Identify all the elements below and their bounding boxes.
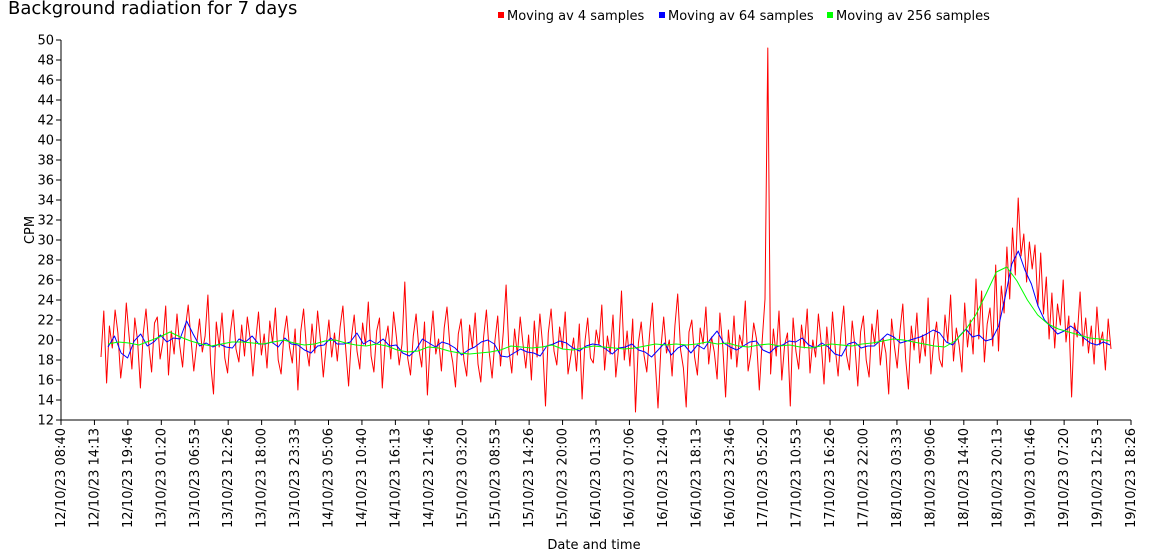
y-tick-label: 44 [37, 94, 54, 109]
y-tick-label: 32 [37, 214, 54, 229]
x-tick-label: 17/10/23 10:53 [790, 428, 805, 528]
series-ma64-line [107, 250, 1111, 359]
y-tick-label: 38 [37, 154, 54, 169]
x-tick-label: 15/10/23 14:26 [522, 428, 537, 528]
x-tick-label: 17/10/23 05:20 [756, 428, 771, 528]
x-tick-label: 17/10/23 22:00 [857, 428, 872, 528]
legend-label: Moving av 64 samples [668, 9, 814, 24]
x-tick-label: 13/10/23 12:26 [221, 428, 236, 528]
y-tick-label: 24 [37, 294, 54, 309]
y-tick-label: 48 [37, 54, 54, 69]
x-tick-label: 13/10/23 06:53 [188, 428, 203, 528]
x-tick-label: 14/10/23 05:06 [322, 428, 337, 528]
y-tick-label: 46 [37, 74, 54, 89]
x-tick-label: 16/10/23 12:40 [656, 428, 671, 528]
x-tick-label: 17/10/23 16:26 [823, 428, 838, 528]
y-tick-label: 36 [37, 174, 54, 189]
y-tick-label: 20 [37, 334, 54, 349]
legend-label: Moving av 256 samples [836, 9, 990, 24]
y-tick-label: 18 [37, 354, 54, 369]
x-tick-label: 16/10/23 07:06 [622, 428, 637, 528]
legend-swatch-blue [659, 12, 665, 18]
chart-title: Background radiation for 7 days [8, 0, 298, 19]
x-tick-label: 16/10/23 23:46 [723, 428, 738, 528]
y-axis-label: CPM [23, 216, 38, 244]
x-tick-label: 12/10/23 08:40 [54, 428, 69, 528]
y-tick-label: 28 [37, 254, 54, 269]
y-tick-label: 34 [37, 194, 54, 209]
x-axis-label: Date and time [547, 538, 640, 553]
y-tick-label: 16 [37, 374, 54, 389]
x-tick-label: 15/10/23 20:00 [556, 428, 571, 528]
y-tick-label: 50 [37, 34, 54, 49]
x-tick-label: 16/10/23 01:33 [589, 428, 604, 528]
series-ma256-line [107, 266, 1111, 355]
legend-swatch-red [498, 12, 504, 18]
y-tick-label: 12 [37, 414, 54, 429]
x-tick-label: 15/10/23 03:20 [455, 428, 470, 528]
x-tick-label: 14/10/23 21:46 [422, 428, 437, 528]
x-tick-label: 16/10/23 18:13 [689, 428, 704, 528]
x-tick-label: 19/10/23 01:46 [1024, 428, 1039, 528]
y-tick-label: 22 [37, 314, 54, 329]
x-tick-label: 14/10/23 10:40 [355, 428, 370, 528]
x-tick-label: 13/10/23 01:20 [154, 428, 169, 528]
series-layer [100, 47, 1112, 413]
x-tick-label: 19/10/23 07:20 [1057, 428, 1072, 528]
legend-item-ma256: Moving av 256 samples [827, 9, 990, 24]
x-tick-label: 13/10/23 23:33 [288, 428, 303, 528]
x-tick-label: 18/10/23 20:13 [990, 428, 1005, 528]
x-tick-label: 13/10/23 18:00 [255, 428, 270, 528]
axes-layer: 12 14 16 18 20 22 24 26 28 30 32 34 36 38 40 42 44 46 48 50… [37, 34, 1139, 528]
y-tick-label: 40 [37, 134, 54, 149]
legend-swatch-green [827, 12, 833, 18]
y-tick-label: 26 [37, 274, 54, 289]
x-tick-label: 12/10/23 14:13 [87, 428, 102, 528]
y-tick-label: 30 [37, 234, 54, 249]
x-tick-label: 18/10/23 14:40 [957, 428, 972, 528]
y-tick-label: 14 [37, 394, 54, 409]
x-tick-label: 18/10/23 09:06 [923, 428, 938, 528]
legend-label: Moving av 4 samples [507, 9, 645, 24]
legend-item-ma64: Moving av 64 samples [659, 9, 814, 24]
x-tick-label: 18/10/23 03:33 [890, 428, 905, 528]
y-tick-label: 42 [37, 114, 54, 129]
x-tick-label: 19/10/23 18:26 [1124, 428, 1139, 528]
series-ma4-line [100, 47, 1112, 413]
x-tick-label: 12/10/23 19:46 [121, 428, 136, 528]
legend-item-ma4: Moving av 4 samples [498, 9, 644, 24]
x-tick-label: 14/10/23 16:13 [388, 428, 403, 528]
x-tick-label: 15/10/23 08:53 [489, 428, 504, 528]
x-tick-label: 19/10/23 12:53 [1091, 428, 1106, 528]
